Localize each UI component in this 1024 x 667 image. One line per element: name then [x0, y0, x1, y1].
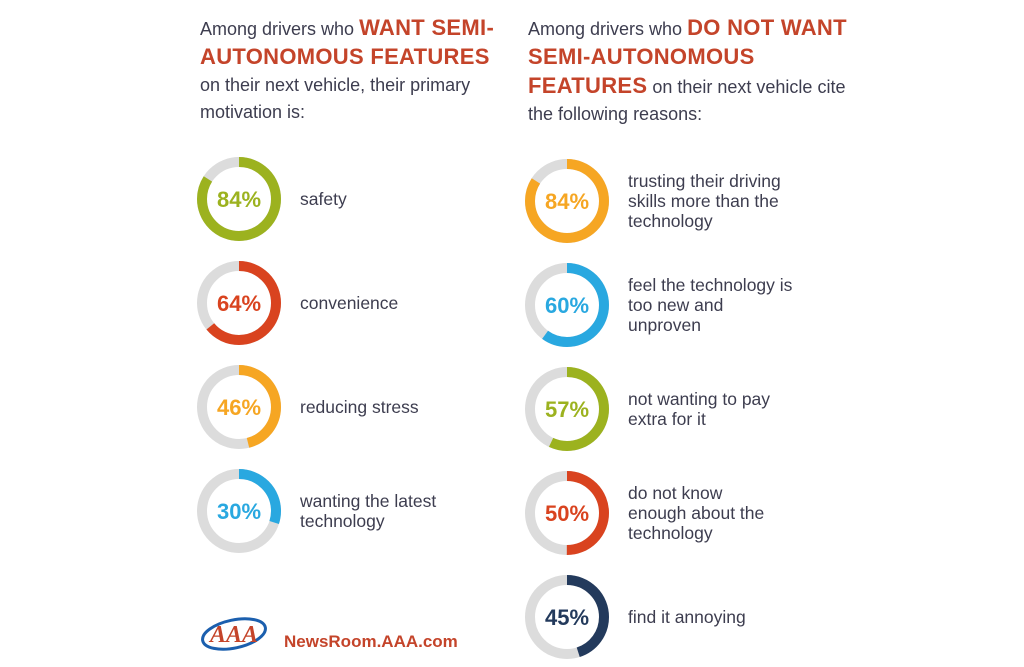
right-heading-emphasis: DO NOT WANT SEMI-AUTONOMOUS FEATURES	[528, 15, 847, 98]
right-heading: Among drivers who DO NOT WANT SEMI-AUTON…	[528, 14, 848, 128]
donut-percent-label: 45%	[545, 605, 589, 630]
donut-percent-label: 57%	[545, 397, 589, 422]
right-heading-pre: Among drivers who	[528, 19, 688, 39]
donut-ring: 84%	[197, 157, 281, 241]
donut-ring: 30%	[197, 469, 281, 553]
donut-arc	[525, 159, 609, 243]
donut-percent-label: 30%	[217, 499, 261, 524]
donut-percent-label: 84%	[545, 189, 589, 214]
left-panel: Among drivers who WANT SEMI-AUTONOMOUS F…	[197, 14, 510, 553]
donut-arc	[525, 263, 609, 347]
donut-arc	[197, 157, 281, 241]
donut-percent-label: 64%	[217, 291, 261, 316]
donut-arc	[197, 469, 281, 553]
donut-category-label: safety	[300, 189, 347, 209]
logo-text: AAA	[208, 622, 258, 648]
donut-arc	[197, 365, 281, 449]
donut-item: 84% safety	[197, 156, 510, 242]
site-link[interactable]: NewsRoom.AAA.com	[284, 632, 458, 651]
donut-arc	[525, 471, 609, 555]
donut-item: 84% trusting their driving skills more th…	[525, 158, 848, 244]
donut-ring: 50%	[525, 471, 609, 555]
donut-percent-label: 50%	[545, 501, 589, 526]
donut-category-label: feel the technology is too new and unpro…	[628, 275, 793, 335]
donut-item: 64% convenience	[197, 260, 510, 346]
donut-item: 45% find it annoying	[525, 574, 848, 660]
donut-category-label: do not know enough about the technology	[628, 483, 765, 543]
left-heading-emphasis: WANT SEMI-AUTONOMOUS FEATURES	[200, 15, 495, 69]
donut-item: 60% feel the technology is too new and un…	[525, 262, 848, 348]
donut-percent-label: 84%	[217, 187, 261, 212]
donut-percent-label: 46%	[217, 395, 261, 420]
donut-category-label: find it annoying	[628, 607, 746, 627]
donut-ring: 57%	[525, 367, 609, 451]
donut-category-label: convenience	[300, 293, 399, 313]
donut-category-label: trusting their driving skills more than …	[628, 171, 781, 231]
donut-category-label: wanting the latest technology	[300, 491, 437, 531]
donut-ring: 84%	[525, 159, 609, 243]
donut-ring: 46%	[197, 365, 281, 449]
donut-item: 46% reducing stress	[197, 364, 510, 450]
left-heading-post: on their next vehicle, their primary mot…	[200, 75, 471, 122]
donut-category-label: reducing stress	[300, 397, 419, 417]
donut-item: 57% not wanting to pay extra for it	[525, 366, 848, 452]
donut-ring: 60%	[525, 263, 609, 347]
donut-percent-label: 60%	[545, 293, 589, 318]
aaa-logo-icon: AAA	[201, 617, 267, 651]
donut-ring: 45%	[525, 575, 609, 659]
donut-category-label: not wanting to pay extra for it	[628, 389, 771, 429]
donut-ring: 64%	[197, 261, 281, 345]
right-heading-post: on their next vehicle cite the following…	[528, 77, 846, 124]
donut-arc	[525, 367, 609, 451]
donut-item: 30% wanting the latest technology	[197, 468, 510, 554]
left-heading-pre: Among drivers who	[200, 19, 360, 39]
donut-arc	[197, 261, 281, 345]
right-panel: Among drivers who DO NOT WANT SEMI-AUTON…	[525, 14, 848, 659]
left-heading: Among drivers who WANT SEMI-AUTONOMOUS F…	[200, 14, 510, 126]
donut-arc	[525, 575, 609, 659]
donut-item: 50% do not know enough about the technolo…	[525, 470, 848, 556]
